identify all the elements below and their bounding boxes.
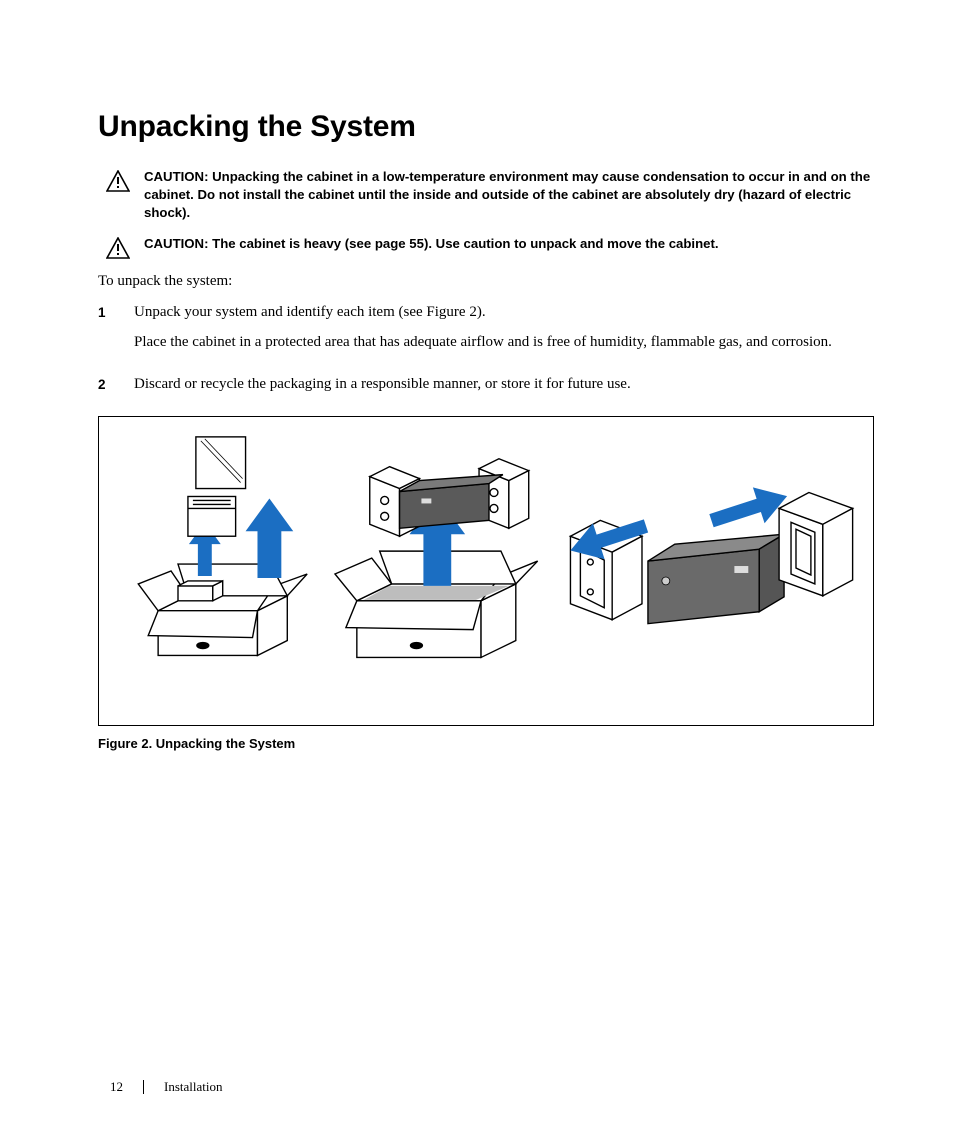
page-container: Unpacking the System CAUTION: Unpacking …	[0, 0, 954, 1145]
footer-divider	[143, 1080, 144, 1094]
step-2: 2 Discard or recycle the packaging in a …	[98, 374, 874, 404]
step-list: 1 Unpack your system and identify each i…	[98, 302, 874, 403]
caution-label: CAUTION:	[144, 236, 208, 251]
step-body: Discard or recycle the packaging in a re…	[134, 374, 874, 404]
caution-icon	[106, 170, 130, 192]
caution-icon	[106, 237, 130, 259]
page-number: 12	[110, 1079, 123, 1095]
caution-block-2: CAUTION: The cabinet is heavy (see page …	[98, 235, 874, 259]
caution-text-2: CAUTION: The cabinet is heavy (see page …	[144, 235, 719, 253]
step-body: Unpack your system and identify each ite…	[134, 302, 874, 362]
step-number: 2	[98, 374, 114, 404]
step-number: 1	[98, 302, 114, 362]
middle-group	[335, 458, 538, 657]
caution-text-1: CAUTION: Unpacking the cabinet in a low-…	[144, 168, 874, 221]
step-para: Unpack your system and identify each ite…	[134, 302, 874, 324]
step-1: 1 Unpack your system and identify each i…	[98, 302, 874, 362]
page-title: Unpacking the System	[98, 110, 874, 144]
figure-caption: Figure 2. Unpacking the System	[98, 736, 874, 751]
left-group	[138, 437, 307, 656]
caution-block-1: CAUTION: Unpacking the cabinet in a low-…	[98, 168, 874, 221]
step-para: Discard or recycle the packaging in a re…	[134, 374, 874, 396]
caution-body: The cabinet is heavy (see page 55). Use …	[208, 236, 718, 251]
right-group	[565, 478, 853, 623]
figure-svg	[99, 417, 873, 725]
footer-section: Installation	[164, 1079, 223, 1095]
page-footer: 12 Installation	[110, 1079, 223, 1095]
caution-body: Unpacking the cabinet in a low-temperatu…	[144, 169, 870, 220]
caution-label: CAUTION:	[144, 169, 208, 184]
figure-box	[98, 416, 874, 726]
intro-text: To unpack the system:	[98, 273, 874, 290]
step-para: Place the cabinet in a protected area th…	[134, 332, 874, 354]
